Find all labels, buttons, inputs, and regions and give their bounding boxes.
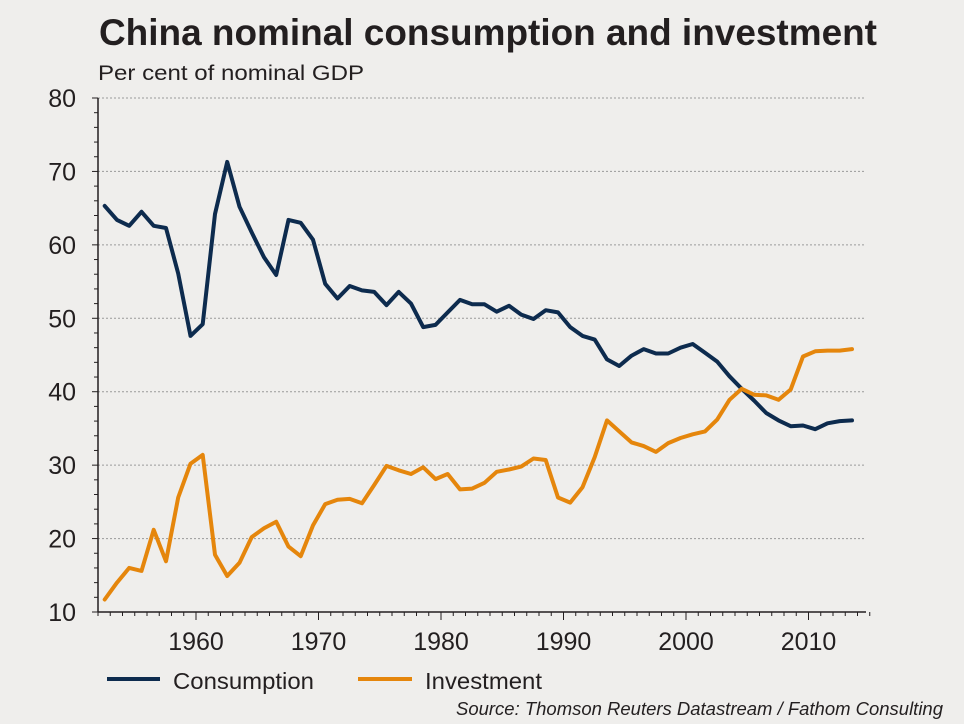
x-tick-label: 1980 — [413, 628, 469, 656]
x-tick-label: 2010 — [781, 628, 837, 656]
series-line-consumption — [102, 159, 854, 432]
legend-label-investment: Investment — [425, 668, 543, 694]
chart-title: China nominal consumption and investment — [99, 12, 877, 53]
series-line-investment — [102, 347, 854, 602]
y-tick-label: 60 — [48, 232, 76, 260]
legend: Consumption Investment — [107, 668, 543, 694]
x-tick-label: 1960 — [168, 628, 224, 656]
y-tick-label: 20 — [48, 526, 76, 554]
y-tick-label: 40 — [48, 379, 76, 407]
gridlines — [98, 97, 865, 540]
legend-label-consumption: Consumption — [173, 668, 314, 694]
y-tick-label: 10 — [48, 599, 76, 627]
y-tick-label: 80 — [48, 85, 76, 113]
y-tick-label: 50 — [48, 305, 76, 333]
legend-item-investment: Investment — [358, 668, 543, 694]
legend-item-consumption: Consumption — [107, 668, 314, 694]
x-tick-label: 1970 — [291, 628, 347, 656]
y-tick-label: 30 — [48, 452, 76, 480]
x-tick-label: 2000 — [658, 628, 714, 656]
series — [102, 159, 854, 602]
x-ticks: 1960 1970 1980 1990 2000 2010 — [97, 612, 871, 656]
x-tick-label: 1990 — [536, 628, 592, 656]
y-ticks: 10 20 30 40 50 60 70 80 — [48, 85, 98, 627]
axes — [97, 98, 866, 613]
chart-subtitle: Per cent of nominal GDP — [98, 62, 364, 85]
source-note: Source: Thomson Reuters Datastream / Fat… — [456, 699, 943, 719]
y-tick-label: 70 — [48, 158, 76, 186]
